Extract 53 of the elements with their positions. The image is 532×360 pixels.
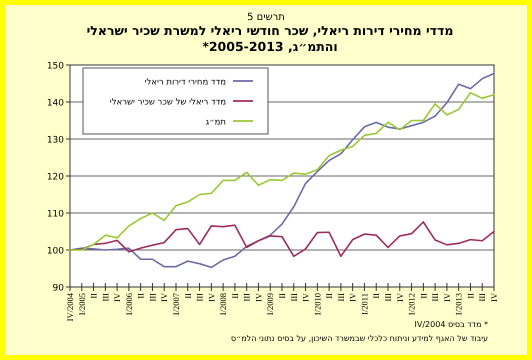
x-tick-label: I/2013 [454,293,464,316]
legend-label: תמ״ג [206,118,226,128]
x-tick-label: I/2011 [359,293,370,315]
y-tick-label: 100 [46,246,64,256]
x-tick-label: IV [253,292,264,302]
x-tick-label: IV [112,292,122,302]
x-tick-label: II [371,292,382,299]
x-tick-label: IV [489,292,499,302]
x-tick-label: III [242,292,252,302]
text: עיבוד של האגף למידע וניתוח כלכלי שבמשרד השיכון, על בסיס נתוני הלמ״ס [230,334,488,343]
legend-label: מדד ריאלי של שכר שכיר ישראלי [110,98,226,108]
y-tick-label: 140 [46,98,64,108]
x-tick-label: IV/2004 [65,292,75,322]
x-tick-label: I/2010 [312,293,322,316]
y-tick-label: 90 [52,284,64,294]
x-tick-label: IV [206,292,216,302]
x-tick-label: II [324,292,334,299]
x-tick-label: IV [394,292,405,302]
x-tick-label: III [194,292,205,302]
y-tick-label: 120 [46,172,64,182]
line-series [69,92,495,251]
legend-label: מדד מחירי דירות ריאלי [144,78,226,88]
x-tick-label: III [383,292,393,302]
x-tick-label: II [465,292,476,299]
x-tick-label: II [277,292,287,299]
x-tick-label: IV [348,292,358,302]
x-tick-label: III [147,292,158,302]
x-tick-label: IV [442,292,452,302]
x-tick-label: IV [159,292,170,302]
x-tick-label: III [430,292,440,302]
x-tick-label: III [288,292,299,302]
y-tick-label: 110 [46,210,64,220]
chart-subtitle: תרשים 5 [247,12,285,23]
x-tick-label: III [477,292,488,302]
x-tick-label: I/2006 [124,293,134,316]
x-tick-label: II [88,292,99,299]
x-tick-label: I/2008 [218,293,228,316]
x-tick-label: II [230,292,240,299]
x-tick-label: III [100,292,110,302]
y-tick-label: 150 [46,62,64,72]
x-tick-label: II [418,292,428,299]
x-tick-label: I/2012 [406,293,417,316]
x-tick-label: I/2005 [76,293,87,316]
chart-title: מדדי מחירי דירות ריאלי, שכר חודשי ריאלי למשרת שכיר ישראלי והתמ״ג, 2005-2013* [86,23,454,55]
y-tick-label: 130 [46,136,64,146]
line-series [69,72,495,268]
x-tick-label: II [136,292,146,299]
x-tick-label: III [336,292,346,302]
text: * מדד בסיס IV/2004 [414,320,488,329]
x-tick-label: II [182,292,193,299]
x-tick-label: I/2007 [171,293,181,316]
x-tick-label: IV [300,292,311,302]
x-tick-label: I/2009 [265,293,276,316]
